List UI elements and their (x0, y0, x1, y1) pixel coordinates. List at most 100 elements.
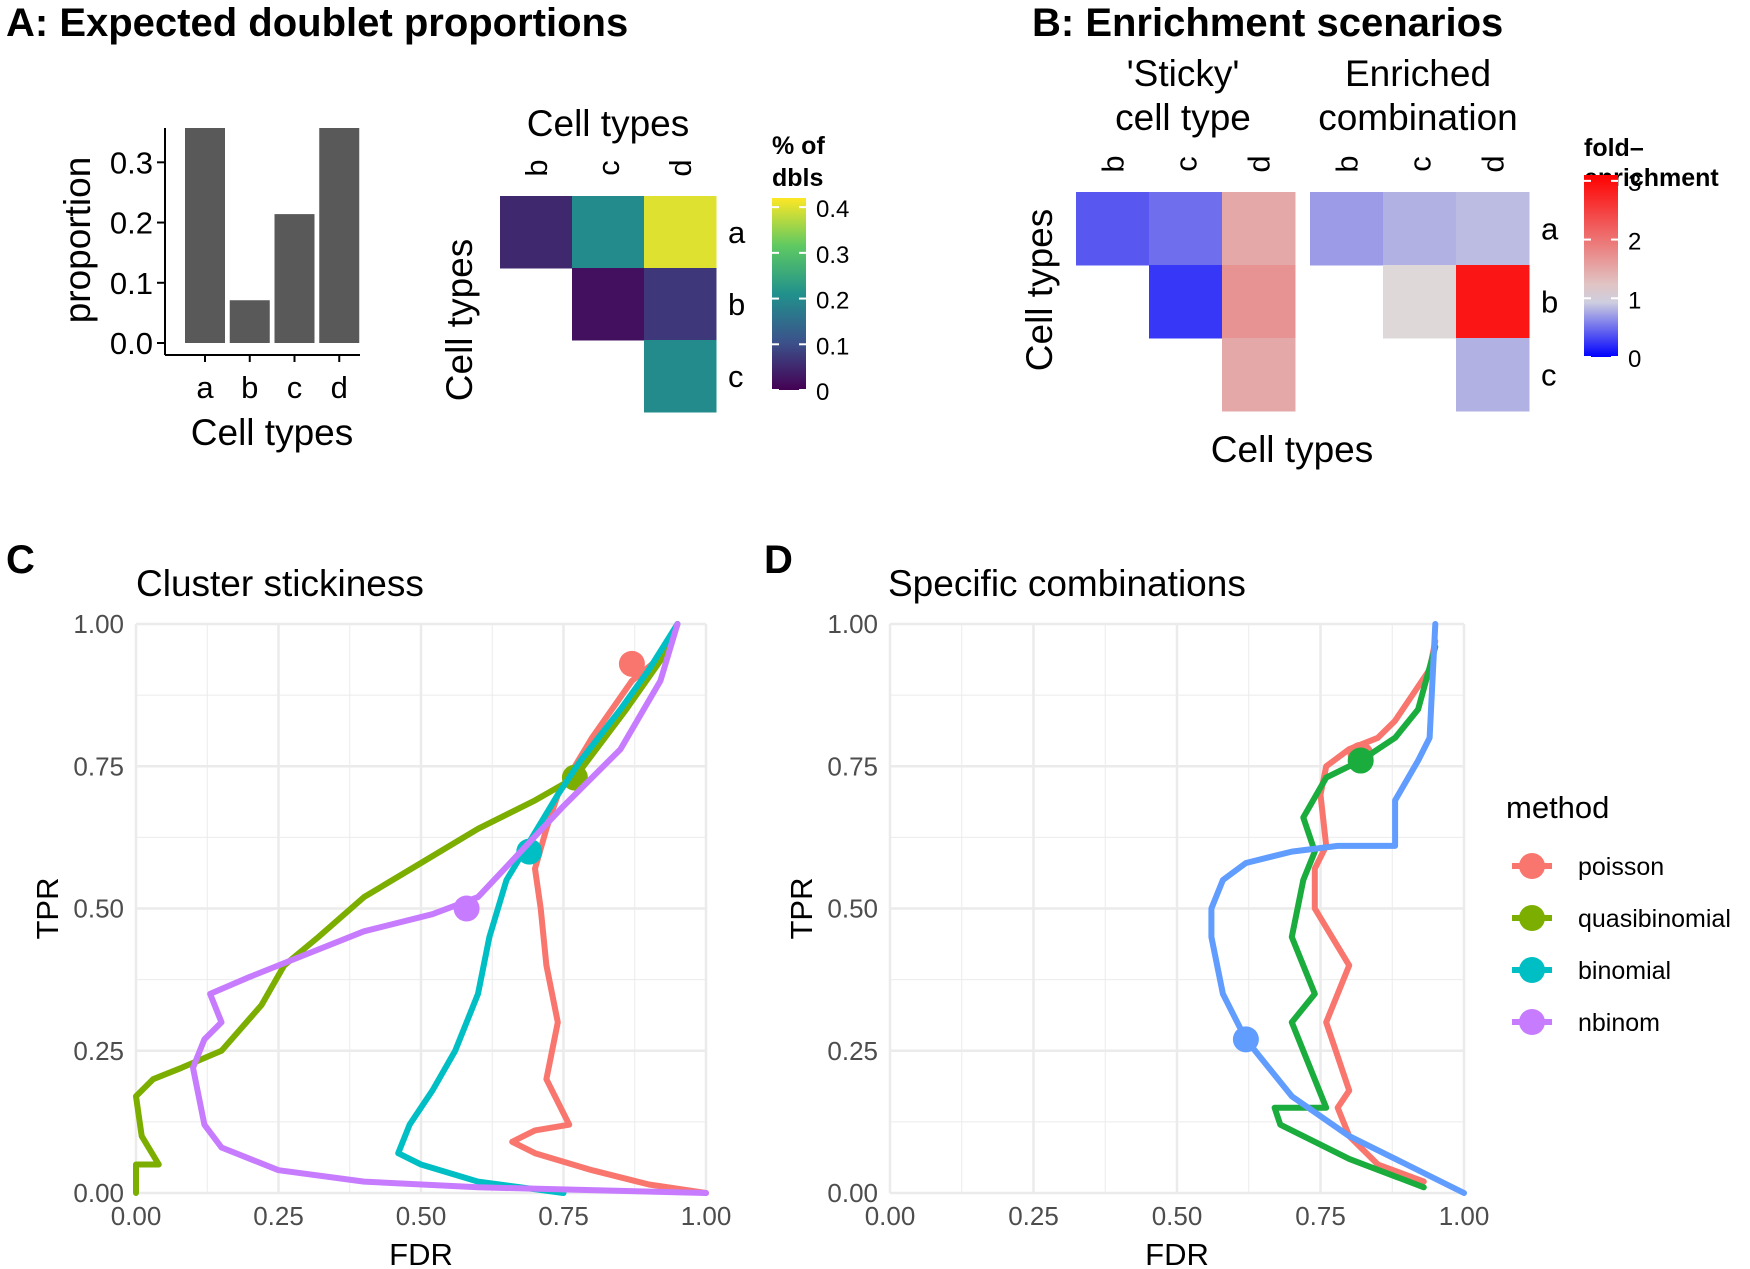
legend-a-bar (772, 198, 806, 390)
x-tick-label: 0.25 (253, 1201, 304, 1231)
legend-label-poisson: poisson (1578, 853, 1664, 881)
roc-d: 0.000.00 0.25 0.25 0.50 0.50 0.75 0.75 1.00 1.00… (784, 609, 1489, 1269)
bar-ylabel: proportion (57, 157, 98, 324)
x-axis-label: FDR (389, 1237, 453, 1269)
legend-key-point-poisson (1519, 853, 1545, 879)
heatmap-cell-ad (644, 196, 717, 269)
heatmap-top-label: Cell types (527, 103, 689, 144)
heatmap-cell-ab (500, 196, 573, 269)
heatmap-cell-ad (1222, 192, 1296, 266)
legend-a-tick-label: 0.2 (816, 288, 849, 315)
doublet-heatmap: b c d a b c Cell types Cell types % of dbls 0… (439, 103, 849, 413)
roc-line-nbinom (190, 621, 709, 1196)
bar-xlabel: Cell types (191, 412, 353, 453)
y-tick-label: 0.75 (73, 751, 124, 781)
legend-a-tick-label: 0.3 (816, 242, 849, 269)
row-label-a: a (728, 215, 746, 250)
bar-y-tick-label: 0.1 (110, 266, 153, 301)
heatmap-cell-ac (572, 196, 645, 269)
roc-point-nbinom (453, 895, 480, 922)
heatmap-cell-ab (1076, 192, 1150, 266)
legend-a-tick-label: 0.4 (816, 196, 849, 223)
y-tick-label: 1.00 (73, 609, 124, 639)
heatmap-cell-bc (572, 268, 645, 341)
bar-y-tick-label: 0.2 (110, 206, 153, 241)
legend-key-point-quasibinomial (1519, 905, 1545, 931)
col-label-b: b (1330, 155, 1365, 172)
y-tick-label: 1.00 (827, 609, 878, 639)
legend-a-tick-label: 0.1 (816, 333, 849, 360)
legend-b-bar (1584, 175, 1618, 357)
heatmap-cell-ad (1456, 192, 1530, 266)
heatmap-cell-bc (1383, 265, 1457, 339)
heatmap-cell-ab (1310, 192, 1384, 266)
x-tick-label: 0.25 (1008, 1201, 1059, 1231)
y-tick-label: 0.50 (827, 894, 878, 924)
x-tick-label: 0.50 (1152, 1201, 1203, 1231)
panel-c-title: Cluster stickiness (136, 563, 424, 604)
heatmap-cell-bc (1149, 265, 1223, 339)
col-label-b: b (1096, 155, 1131, 172)
legend-a-tick-label: 0 (816, 379, 829, 406)
y-tick-label: 0.75 (827, 751, 878, 781)
roc-line-quasibinomial (1271, 643, 1439, 1191)
x-tick-label: 0.50 (396, 1201, 447, 1231)
roc-line-poisson (509, 621, 709, 1196)
y-tick-label: 0.25 (73, 1036, 124, 1066)
y-axis-label: TPR (784, 878, 819, 940)
panel-b-title: B: Enrichment scenarios (1032, 1, 1503, 45)
y-tick-label: 0.00 (73, 1178, 124, 1208)
x-tick-label: 1.00 (681, 1201, 732, 1231)
x-tick-label: 0.75 (538, 1201, 589, 1231)
legend-key-point-nbinom (1519, 1009, 1545, 1035)
sub2-line2: combination (1318, 97, 1518, 138)
legend-a-title-1: % of (772, 132, 825, 160)
bar-x-tick-label: b (241, 370, 258, 405)
heatmap-cell-bd (1222, 265, 1296, 339)
legend-a-title-2: dbls (772, 164, 823, 192)
sub1-line1: 'Sticky' (1127, 53, 1240, 94)
roc-c: 0.000.00 0.25 0.25 0.50 0.50 0.75 0.75 1.00 1.00… (30, 609, 731, 1269)
roc-point-quasibinomial (1347, 747, 1374, 774)
panel-c-label: C (6, 538, 35, 582)
roc-point-poisson (618, 650, 645, 677)
col-label-d: d (1476, 155, 1511, 172)
sub1-line2: cell type (1115, 97, 1251, 138)
bar-b (229, 300, 270, 343)
x-tick-label: 0.00 (111, 1201, 162, 1231)
b-bottom-label: Cell types (1211, 429, 1373, 470)
row-label-a: a (1541, 212, 1559, 247)
bar-x-tick-label: d (331, 370, 348, 405)
heatmap-cell-bd (644, 268, 717, 341)
col-label-c: c (1403, 156, 1438, 172)
panel-d-title: Specific combinations (888, 563, 1246, 604)
legend-label-nbinom: nbinom (1578, 1009, 1660, 1037)
col-label-b: b (519, 159, 554, 176)
x-tick-label: 0.75 (1295, 1201, 1346, 1231)
legend-b-tick-label: 1 (1628, 287, 1641, 314)
y-axis-label: TPR (30, 878, 65, 940)
bar-c (274, 214, 315, 343)
legend-title: method (1506, 790, 1609, 825)
bar-x-tick-label: a (196, 370, 214, 405)
roc-line-binomial (395, 621, 681, 1196)
legend-b-tick-label: 3 (1628, 170, 1641, 197)
heatmap-cell-cd (1456, 338, 1530, 412)
heatmap-cell-cd (644, 340, 717, 413)
bar-y-tick-label: 0.3 (110, 145, 153, 180)
x-tick-label: 1.00 (1439, 1201, 1490, 1231)
legend-b-title-1: fold– (1584, 134, 1644, 162)
legend-b-tick-label: 2 (1628, 229, 1641, 256)
method-legend: method poisson quasibinomial binomial nbino… (1506, 790, 1731, 1037)
b-left-label: Cell types (1019, 209, 1060, 371)
panel-a-title: A: Expected doublet proportions (6, 1, 628, 45)
heatmap-cell-cd (1222, 338, 1296, 412)
bar-chart: a b c d 0.0 0.1 0.2 0.3 proportion Cell types (57, 128, 360, 453)
sub2-line1: Enriched (1345, 53, 1491, 94)
x-axis-label: FDR (1145, 1237, 1209, 1269)
roc-line-nbinom (1208, 621, 1467, 1196)
row-label-c: c (728, 359, 744, 394)
heatmap-cell-bd (1456, 265, 1530, 339)
heatmap-cell-ac (1149, 192, 1223, 266)
y-tick-label: 0.25 (827, 1036, 878, 1066)
